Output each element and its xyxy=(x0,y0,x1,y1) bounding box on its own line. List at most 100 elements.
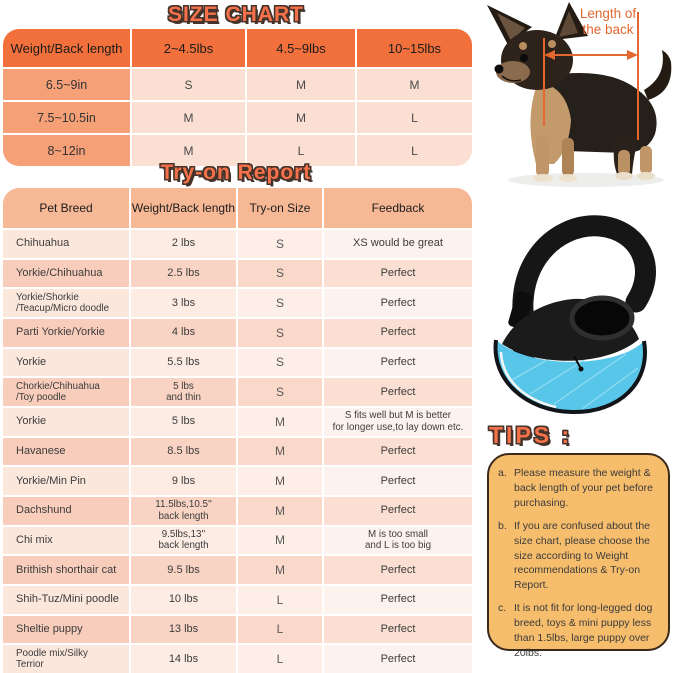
tips-title: TIPS : xyxy=(489,422,573,448)
weight-cell: 2 lbs xyxy=(131,230,236,258)
back-length-annotation: Length of the back xyxy=(579,6,637,38)
back-length-label: 7.5~10.5in xyxy=(3,102,130,133)
size-chart-header-cell: 10~15lbs xyxy=(357,29,472,67)
weight-cell: 3 lbs xyxy=(131,289,236,317)
size-chart-row: 6.5~9in S M M xyxy=(3,69,472,100)
chihuahua-illustration xyxy=(487,2,672,187)
size-chart-row: 8~12in M L L xyxy=(3,135,472,166)
tip-label: a. xyxy=(498,467,507,479)
tryon-table-row: Havanese 8.5 lbs M Perfect xyxy=(3,437,472,466)
tip-label: c. xyxy=(498,602,507,615)
feedback-cell: M is too small and L is too big xyxy=(324,526,472,555)
size-value: S xyxy=(132,69,245,100)
pet-breed-cell: Dachshund xyxy=(3,496,129,525)
feedback-cell: Perfect xyxy=(324,318,472,347)
tryon-size-cell: S xyxy=(238,348,322,377)
back-length-label: 6.5~9in xyxy=(3,69,130,100)
tryon-table-row: Sheltie puppy 13 lbs L Perfect xyxy=(3,615,472,644)
tryon-size-cell: S xyxy=(238,259,322,288)
feedback-cell: S fits well but M is better for longer u… xyxy=(324,407,472,436)
tryon-header-row: Pet Breed Weight/Back length Try-on Size… xyxy=(3,188,472,228)
tryon-size-cell: M xyxy=(238,437,322,466)
tryon-header-cell: Try-on Size xyxy=(238,188,322,228)
measure-arrow xyxy=(543,12,639,140)
tryon-size-cell: M xyxy=(238,467,322,495)
pet-breed-cell: Chorkie/Chihuahua /Toy poodle xyxy=(3,378,129,406)
feedback-cell: Perfect xyxy=(324,645,472,673)
weight-cell: 9.5 lbs xyxy=(131,556,236,584)
tip-item: c. It is not fit for long-legged dog bre… xyxy=(498,601,661,661)
weight-cell: 8.5 lbs xyxy=(131,437,236,466)
tryon-header-cell: Weight/Back length xyxy=(131,188,236,228)
back-length-label: 8~12in xyxy=(3,135,130,166)
tryon-size-cell: L xyxy=(238,585,322,614)
size-value: M xyxy=(132,102,245,133)
weight-cell: 9 lbs xyxy=(131,467,236,495)
tip-item: b. If you are confused about the size ch… xyxy=(498,519,661,594)
pet-breed-cell: Yorkie xyxy=(3,348,129,377)
tryon-size-cell: L xyxy=(238,615,322,644)
sling-bag-illustration xyxy=(493,215,656,415)
pet-breed-cell: Yorkie/Chihuahua xyxy=(3,259,129,288)
tryon-size-cell: S xyxy=(238,378,322,406)
tip-text: It is not fit for long-legged dog breed,… xyxy=(514,602,653,659)
tryon-size-cell: S xyxy=(238,230,322,258)
size-chart-header-cell: 2~4.5lbs xyxy=(132,29,245,67)
tip-text: If you are confused about the size chart… xyxy=(514,519,651,592)
tryon-header-cell: Feedback xyxy=(324,188,472,228)
tryon-table-row: Yorkie/Shorkie /Teacup/Micro doodle 3 lb… xyxy=(3,289,472,317)
tryon-table-row: Brithish shorthair cat 9.5 lbs M Perfect xyxy=(3,556,472,584)
tip-label: b. xyxy=(498,519,507,532)
size-value: L xyxy=(247,135,355,166)
pet-breed-cell: Havanese xyxy=(3,437,129,466)
pet-breed-cell: Chihuahua xyxy=(3,230,129,258)
size-value: M xyxy=(247,102,355,133)
weight-cell: 13 lbs xyxy=(131,615,236,644)
pet-breed-cell: Poodle mix/Silky Terrior xyxy=(3,645,129,673)
pet-sling-carrier-photo xyxy=(478,198,679,423)
size-value: M xyxy=(357,69,472,100)
tryon-header-cell: Pet Breed xyxy=(3,188,129,228)
size-chart-header-cell: 4.5~9lbs xyxy=(247,29,355,67)
weight-cell: 4 lbs xyxy=(131,318,236,347)
feedback-cell: Perfect xyxy=(324,348,472,377)
feedback-cell: XS would be great xyxy=(324,230,472,258)
weight-cell: 14 lbs xyxy=(131,645,236,673)
feedback-cell: Perfect xyxy=(324,496,472,525)
tryon-table-row: Yorkie 5 lbs M S fits well but M is bett… xyxy=(3,407,472,436)
tips-box: a. Please measure the weight & back leng… xyxy=(487,453,670,659)
weight-cell: 5 lbs xyxy=(131,407,236,436)
weight-cell: 11.5lbs,10.5'' back length xyxy=(131,496,236,525)
size-chart-header-row: Weight/Back length 2~4.5lbs 4.5~9lbs 10~… xyxy=(3,29,472,67)
tip-item: a. Please measure the weight & back leng… xyxy=(498,466,661,511)
pet-breed-cell: Parti Yorkie/Yorkie xyxy=(3,318,129,347)
feedback-cell: Perfect xyxy=(324,585,472,614)
tryon-table-row: Yorkie/Min Pin 9 lbs M Perfect xyxy=(3,467,472,495)
tip-text: Please measure the weight & back length … xyxy=(514,467,653,509)
weight-cell: 10 lbs xyxy=(131,585,236,614)
dog-photo: Length of the back xyxy=(478,0,679,192)
tryon-size-cell: S xyxy=(238,318,322,347)
feedback-cell: Perfect xyxy=(324,467,472,495)
pet-breed-cell: Shih-Tuz/Mini poodle xyxy=(3,585,129,614)
weight-cell: 2.5 lbs xyxy=(131,259,236,288)
tryon-size-cell: M xyxy=(238,526,322,555)
size-value: M xyxy=(247,69,355,100)
tryon-report-table: Pet Breed Weight/Back length Try-on Size… xyxy=(3,188,472,673)
weight-cell: 5.5 lbs xyxy=(131,348,236,377)
size-chart-row: 7.5~10.5in M M L xyxy=(3,102,472,133)
pet-breed-cell: Chi mix xyxy=(3,526,129,555)
pet-breed-cell: Yorkie/Shorkie /Teacup/Micro doodle xyxy=(3,289,129,317)
feedback-cell: Perfect xyxy=(324,556,472,584)
tryon-size-cell: M xyxy=(238,556,322,584)
pet-breed-cell: Brithish shorthair cat xyxy=(3,556,129,584)
pet-breed-cell: Yorkie/Min Pin xyxy=(3,467,129,495)
feedback-cell: Perfect xyxy=(324,289,472,317)
tryon-report-title: Try-on Report xyxy=(160,161,312,184)
tryon-table-row: Yorkie/Chihuahua 2.5 lbs S Perfect xyxy=(3,259,472,288)
weight-cell: 9.5lbs,13'' back length xyxy=(131,526,236,555)
tryon-table-row: Shih-Tuz/Mini poodle 10 lbs L Perfect xyxy=(3,585,472,614)
size-chart-body: 6.5~9in S M M 7.5~10.5in M M L 8~12in M … xyxy=(3,69,472,166)
size-chart-table: Weight/Back length 2~4.5lbs 4.5~9lbs 10~… xyxy=(3,29,472,166)
tryon-table-row: Chihuahua 2 lbs S XS would be great xyxy=(3,230,472,258)
